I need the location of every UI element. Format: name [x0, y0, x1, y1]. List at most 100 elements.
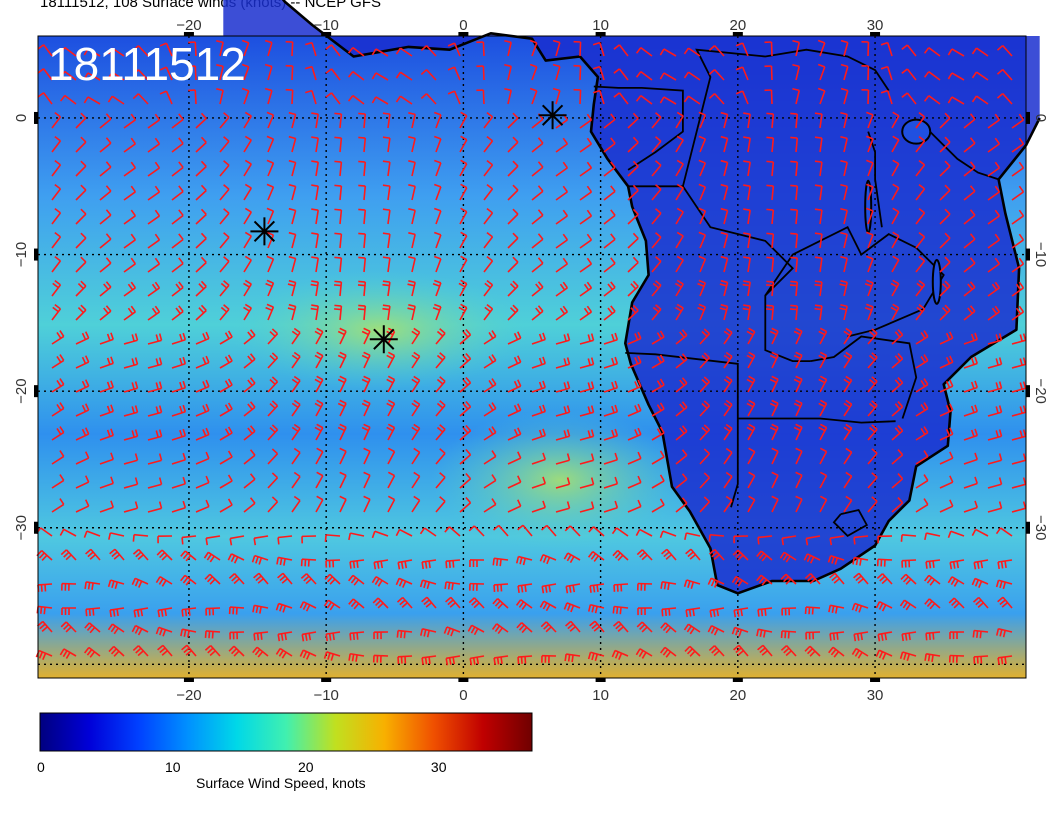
barb-staff	[315, 186, 319, 201]
barb-feather	[65, 626, 72, 633]
barb-feather	[105, 305, 112, 312]
wind-barb	[651, 112, 662, 129]
barb-feather	[641, 626, 648, 633]
barb-staff	[915, 359, 929, 369]
barb-feather	[542, 380, 546, 388]
barb-staff	[87, 48, 101, 57]
wind-barb	[347, 46, 365, 57]
barb-feather	[111, 551, 118, 558]
barb-feather	[793, 330, 801, 336]
wind-barb	[288, 135, 297, 153]
barb-staff	[422, 559, 437, 563]
barb-feather	[840, 39, 849, 44]
wind-barb	[804, 645, 821, 657]
barb-feather	[949, 562, 953, 570]
barb-feather	[224, 356, 230, 364]
barb-feather	[460, 111, 468, 117]
wind-barb	[531, 257, 544, 273]
wind-barb	[579, 333, 595, 345]
barb-staff	[387, 306, 391, 321]
wind-barb	[156, 549, 173, 561]
barb-staff	[330, 44, 341, 57]
barb-feather	[241, 63, 250, 68]
barb-feather	[473, 602, 480, 609]
barb-feather	[951, 599, 958, 606]
barb-feather	[607, 283, 613, 291]
barb-feather	[659, 48, 665, 56]
barb-feather	[795, 327, 803, 333]
barb-staff	[267, 234, 275, 249]
wind-barb	[99, 356, 114, 369]
wind-barb	[337, 375, 347, 393]
barb-staff	[915, 284, 926, 297]
barb-feather	[434, 255, 442, 260]
barb-staff	[424, 527, 437, 537]
wind-barb	[171, 113, 184, 129]
barb-feather	[1022, 453, 1027, 461]
wind-barb	[132, 45, 149, 57]
barb-feather	[200, 256, 207, 264]
barb-staff	[555, 507, 570, 513]
barb-feather	[833, 651, 840, 658]
lat-tick-left	[34, 521, 38, 534]
barb-feather	[130, 185, 137, 193]
wind-barb	[323, 599, 341, 611]
barb-feather	[538, 357, 543, 365]
wind-barb	[531, 380, 546, 393]
barb-staff	[507, 337, 522, 345]
barb-feather	[299, 649, 305, 657]
wind-barb	[683, 623, 701, 635]
barb-feather	[999, 580, 1003, 589]
barb-staff	[699, 138, 707, 153]
barb-staff	[171, 286, 184, 297]
barb-feather	[1019, 334, 1023, 342]
wind-barb	[266, 231, 275, 249]
barb-staff	[555, 263, 568, 273]
barb-staff	[963, 166, 976, 177]
barb-staff	[843, 138, 848, 153]
barb-staff	[579, 363, 594, 369]
barb-staff	[459, 382, 472, 393]
barb-feather	[465, 496, 472, 504]
barb-staff	[651, 308, 662, 321]
wind-barb	[59, 528, 77, 537]
barb-feather	[265, 282, 273, 288]
barb-feather	[450, 629, 455, 637]
barb-feather	[814, 112, 823, 115]
barb-feather	[708, 69, 716, 75]
barb-feather	[155, 382, 159, 390]
barb-staff	[771, 161, 775, 177]
barb-feather	[54, 159, 61, 166]
wind-barb	[651, 354, 665, 369]
wind-barb	[675, 303, 684, 321]
wind-barb	[939, 475, 954, 489]
wind-barb	[243, 183, 252, 201]
barb-feather	[132, 69, 140, 76]
wind-barb	[531, 404, 546, 417]
barb-feather	[316, 495, 324, 501]
wind-barb	[697, 279, 707, 297]
barb-feather	[980, 561, 984, 569]
barb-feather	[404, 561, 408, 569]
wind-barb	[579, 233, 593, 249]
barb-staff	[435, 380, 446, 393]
barb-feather	[637, 475, 642, 483]
wind-barb	[683, 579, 701, 589]
wind-barb	[99, 428, 114, 441]
barb-feather	[845, 351, 853, 357]
barb-staff	[843, 427, 853, 441]
barb-staff	[603, 458, 618, 465]
barb-staff	[147, 311, 160, 321]
barb-feather	[134, 381, 139, 389]
barb-staff	[531, 66, 538, 81]
barb-staff	[171, 506, 186, 513]
barb-feather	[439, 352, 446, 358]
barb-feather	[395, 529, 401, 537]
barb-feather	[182, 552, 189, 560]
barb-feather	[83, 530, 88, 538]
barb-feather	[918, 232, 926, 238]
wind-barb	[507, 379, 522, 393]
barb-feather	[586, 257, 593, 265]
barb-feather	[923, 474, 929, 481]
barb-feather	[659, 72, 665, 80]
